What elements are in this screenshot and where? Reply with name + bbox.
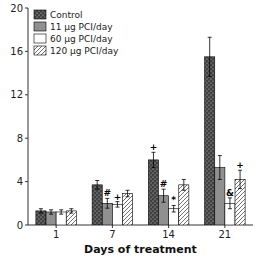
plot-area [36, 37, 245, 225]
annotation: & [226, 188, 234, 198]
error-bar [59, 210, 63, 214]
error-bar [151, 152, 155, 167]
legend-swatch [34, 22, 46, 31]
y-tick [25, 94, 28, 95]
x-tick-label: 14 [162, 229, 175, 240]
y-tick [25, 225, 28, 226]
y-tick [25, 181, 28, 182]
legend-label: 60 μg PCI/day [50, 34, 113, 44]
x-tick [168, 225, 169, 228]
legend-swatch [34, 34, 46, 43]
error-bar [228, 198, 232, 209]
y-tick-label: 4 [17, 176, 23, 187]
x-tick-label: 7 [109, 229, 115, 240]
chart: 048121620171421Days of treatment#++#*&+C… [0, 0, 259, 259]
y-tick-label: 8 [17, 133, 23, 144]
legend-label: 11 μg PCI/day [50, 22, 113, 32]
y-tick-label: 12 [10, 89, 23, 100]
error-bar [218, 156, 222, 180]
bar [92, 185, 102, 225]
x-tick [224, 225, 225, 228]
annotation: * [171, 195, 176, 205]
error-bar [115, 202, 119, 207]
y-tick [25, 8, 28, 9]
error-bar [172, 205, 176, 212]
y-tick-label: 0 [17, 220, 23, 231]
error-bar [49, 210, 53, 214]
y-tick [25, 138, 28, 139]
legend-swatch [34, 10, 46, 19]
legend-label: Control [50, 10, 83, 20]
annotation: # [104, 188, 112, 198]
bar [179, 185, 189, 225]
annotation: # [160, 179, 168, 189]
annotation: + [150, 142, 158, 152]
x-tick [112, 225, 113, 228]
annotation: + [114, 192, 122, 202]
bar [205, 57, 215, 225]
x-axis-label: Days of treatment [84, 243, 197, 256]
legend-label: 120 μg PCI/day [50, 46, 119, 56]
error-bar [238, 170, 242, 188]
error-bar [162, 189, 166, 202]
x-tick-label: 21 [219, 229, 232, 240]
error-bar [69, 209, 73, 213]
bar [148, 160, 158, 225]
annotation: + [236, 160, 244, 170]
y-tick-label: 20 [10, 3, 23, 14]
x-tick-label: 1 [53, 229, 59, 240]
error-bar [95, 181, 99, 190]
x-tick [56, 225, 57, 228]
error-bar [126, 190, 130, 197]
error-bar [105, 198, 109, 208]
y-axis [28, 8, 29, 225]
error-bar [208, 37, 212, 76]
bar [123, 194, 133, 225]
y-tick [25, 51, 28, 52]
legend: Control 11 μg PCI/day 60 μg PCI/day 120 μg … [34, 10, 119, 56]
error-bar [39, 209, 43, 213]
error-bar [182, 179, 186, 190]
y-tick-label: 16 [10, 46, 23, 57]
legend-swatch [34, 46, 46, 55]
